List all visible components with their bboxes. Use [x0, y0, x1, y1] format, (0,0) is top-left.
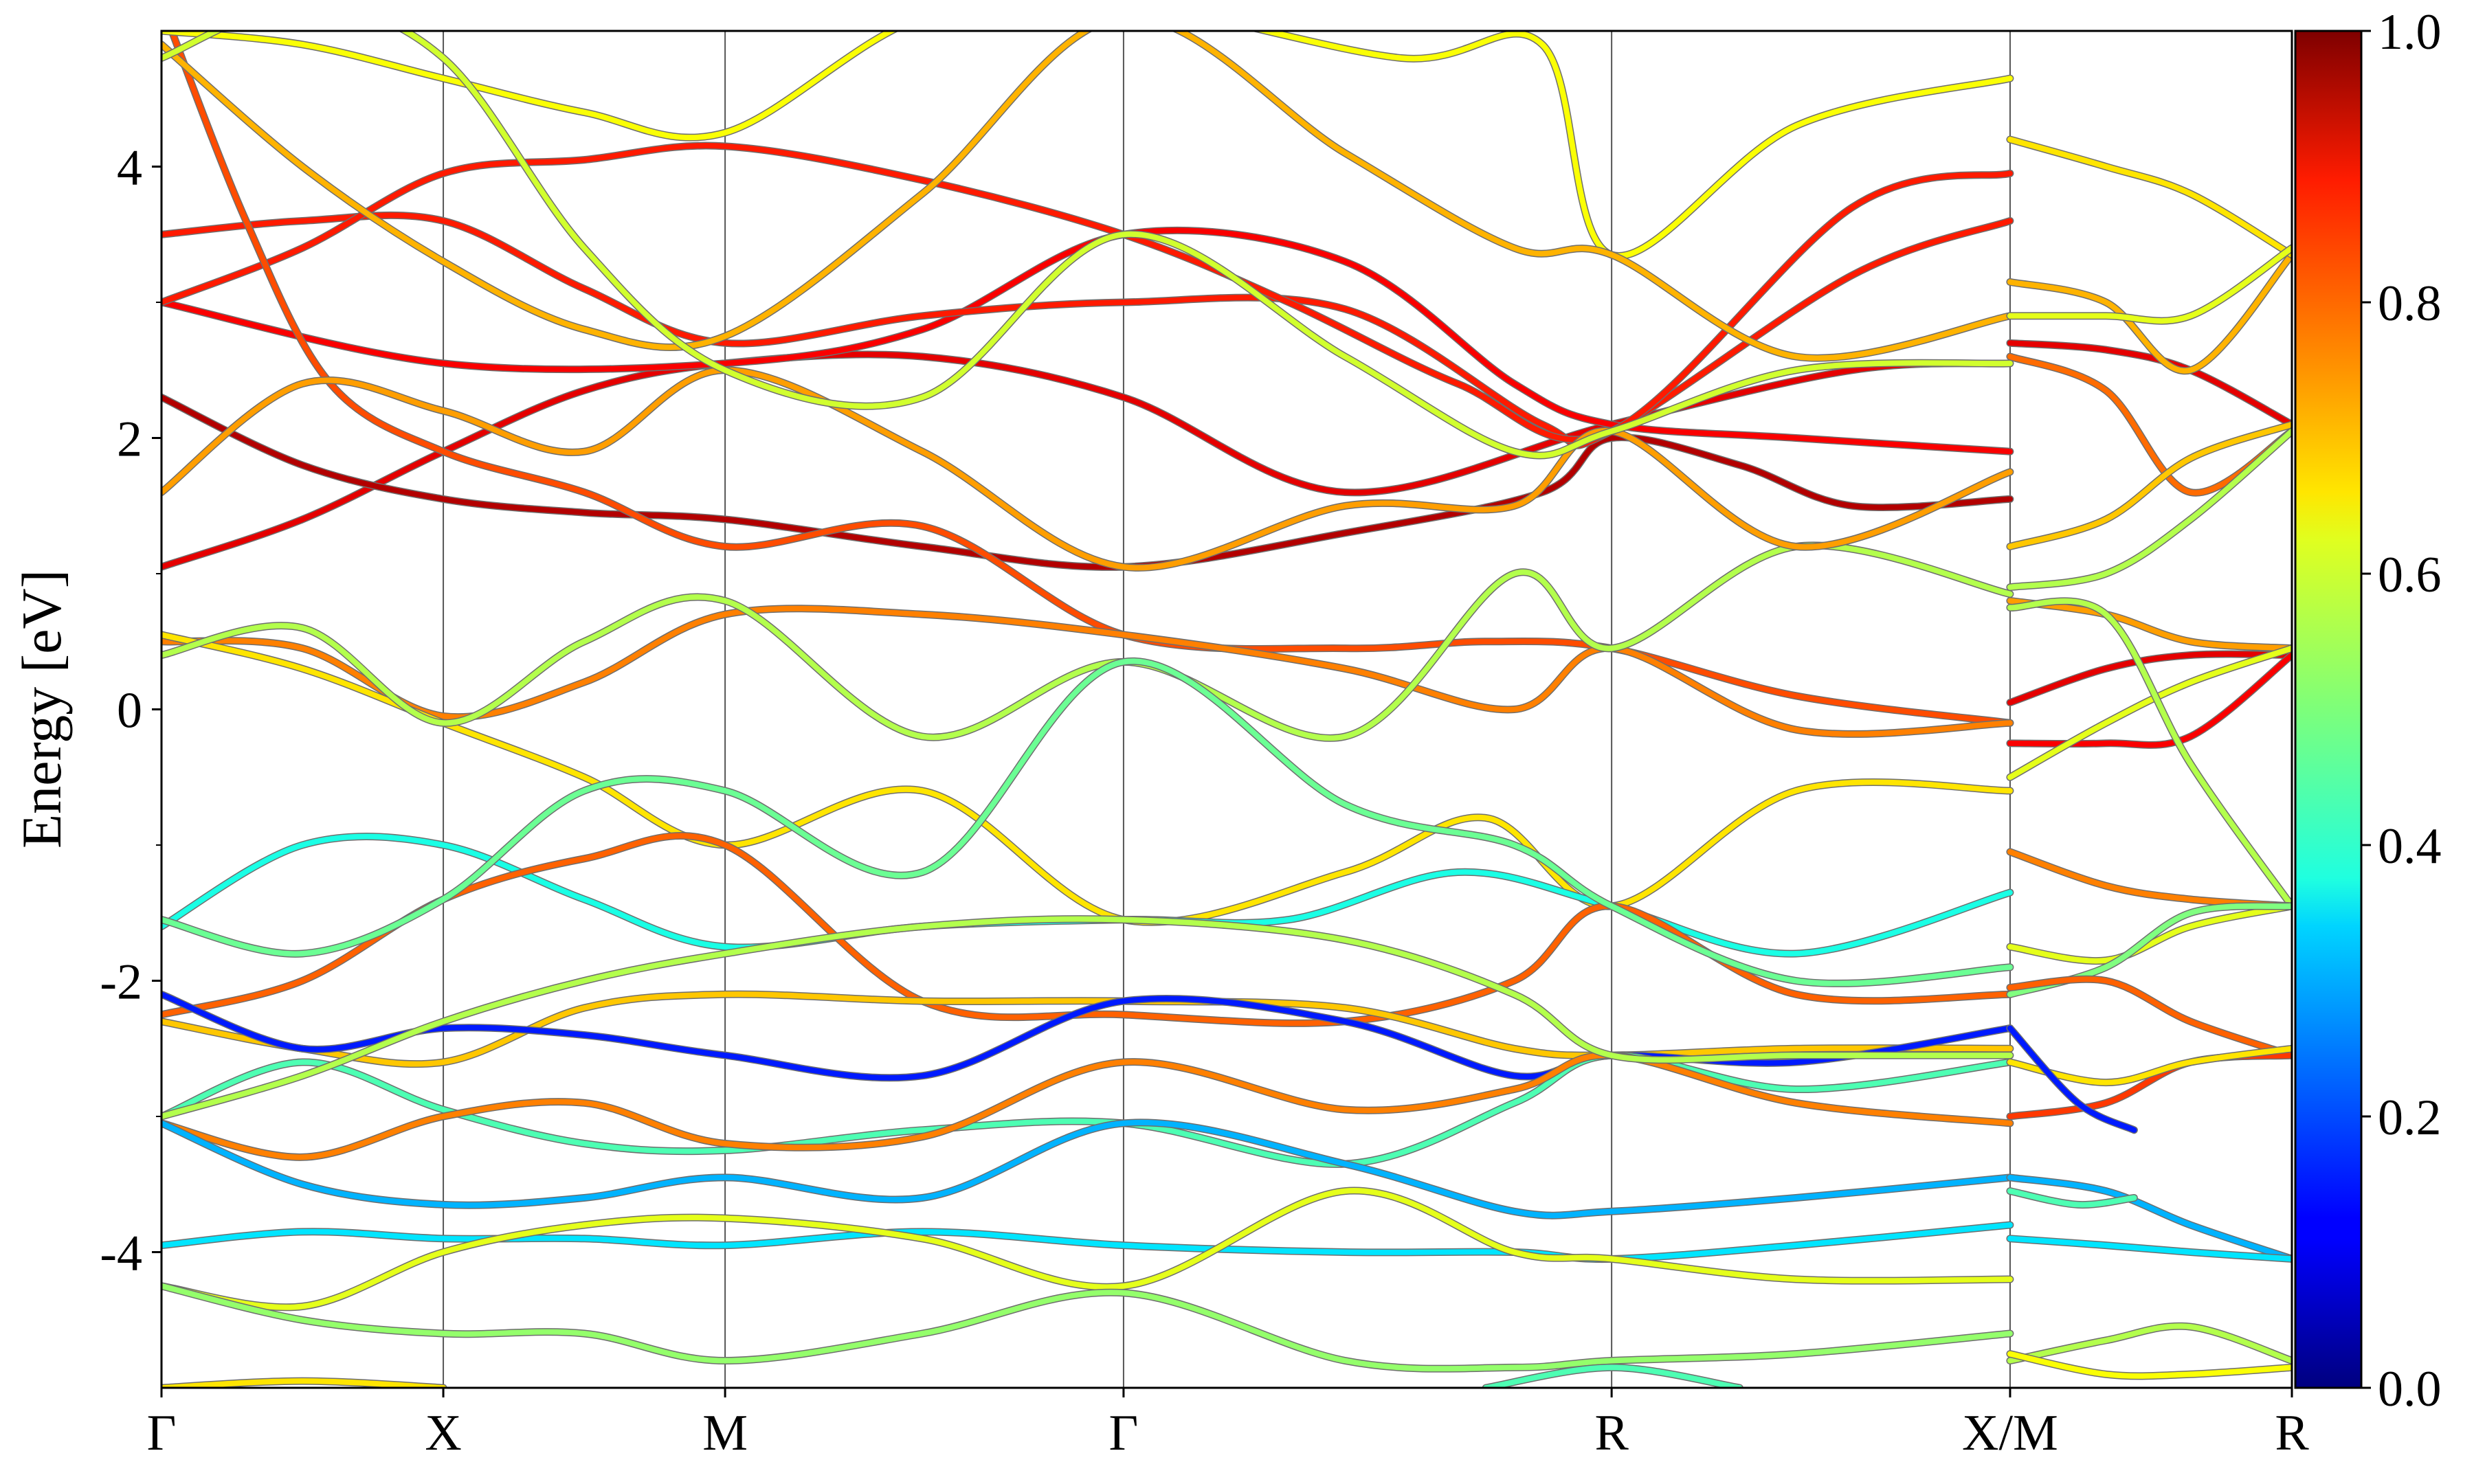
band-line — [161, 916, 2013, 1119]
y-tick-label: 0 — [117, 683, 142, 739]
x-tick-label: R — [1594, 1405, 1629, 1461]
colorbar-ticks: 0.0 0.2 0.4 0.6 0.8 1.0 — [2361, 4, 2442, 1417]
band-line — [161, 143, 2013, 442]
band-line — [2007, 652, 2292, 748]
plot-area — [160, 30, 2293, 1389]
colorbar-tick-label: 0.2 — [2378, 1090, 2442, 1146]
band-line — [2007, 245, 2292, 324]
band-line — [161, 1378, 447, 1388]
band-line — [2007, 1025, 2137, 1133]
band-line — [2007, 1235, 2292, 1262]
band-line — [161, 212, 2013, 449]
band-line — [2007, 421, 2292, 550]
band-line — [161, 31, 2013, 361]
colorbar-tick-label: 0.4 — [2378, 818, 2442, 875]
y-axis-title: Energy [eV] — [10, 570, 73, 848]
band-line — [161, 542, 2013, 741]
colorbar-tick-label: 0.6 — [2378, 547, 2442, 603]
band-line — [2007, 428, 2292, 590]
band-line — [161, 1283, 2013, 1372]
band-line — [2007, 598, 2292, 909]
y-tick-label: -4 — [100, 1226, 142, 1282]
x-tick-label: M — [702, 1405, 748, 1461]
band-line — [2007, 137, 2292, 258]
band-line — [161, 227, 2013, 455]
band-line — [2007, 1323, 2292, 1364]
band-line — [161, 658, 2013, 987]
x-tick-label: X/M — [1962, 1405, 2058, 1461]
x-tick-label: R — [2275, 1405, 2309, 1461]
band-line — [2007, 903, 2292, 964]
colorbar-tick-label: 0.0 — [2378, 1361, 2442, 1417]
band-line — [161, 31, 2013, 459]
band-line — [2007, 651, 2292, 706]
band-line — [161, 1188, 2013, 1310]
x-tick-label: X — [425, 1405, 461, 1461]
x-tick-label: Γ — [147, 1405, 177, 1461]
band-line — [2007, 340, 2292, 427]
y-tick-label: 2 — [117, 412, 142, 468]
colorbar: 0.0 0.2 0.4 0.6 0.8 1.0 — [2294, 4, 2442, 1417]
band-line — [2007, 1188, 2137, 1208]
band-line — [161, 1119, 2013, 1219]
x-tick-label: Γ — [1109, 1405, 1139, 1461]
band-line — [161, 367, 2013, 571]
band-line — [2007, 251, 2292, 374]
band-line — [2007, 976, 2292, 1059]
y-axis: -4 -2 0 2 4 — [100, 140, 161, 1282]
band-line — [2007, 598, 2292, 651]
band-line — [161, 605, 2013, 737]
band-line — [161, 1222, 2013, 1262]
band-line — [2007, 645, 2292, 780]
colorbar-gradient — [2294, 30, 2363, 1389]
y-tick-label: 4 — [117, 140, 142, 196]
colorbar-tick-label: 0.8 — [2378, 276, 2442, 332]
colorbar-tick-label: 1.0 — [2378, 4, 2442, 60]
band-line — [2007, 1174, 2292, 1262]
band-line — [2007, 1351, 2292, 1379]
y-tick-label: -2 — [100, 954, 142, 1011]
x-axis: Γ X M Γ R X/M R — [147, 1388, 2309, 1461]
band-line — [1483, 1364, 1743, 1388]
band-lines — [161, 31, 2292, 1388]
band-line — [161, 31, 2013, 259]
